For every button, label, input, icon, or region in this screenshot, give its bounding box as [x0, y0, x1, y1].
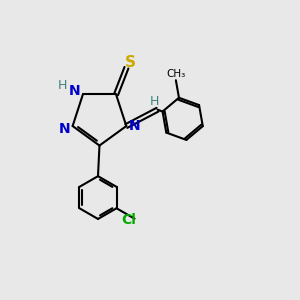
- Text: N: N: [69, 84, 80, 98]
- Text: H: H: [150, 95, 159, 108]
- Text: CH₃: CH₃: [166, 69, 185, 79]
- Text: H: H: [57, 79, 67, 92]
- Text: N: N: [129, 119, 140, 133]
- Text: S: S: [124, 55, 136, 70]
- Text: Cl: Cl: [121, 213, 136, 227]
- Text: N: N: [58, 122, 70, 136]
